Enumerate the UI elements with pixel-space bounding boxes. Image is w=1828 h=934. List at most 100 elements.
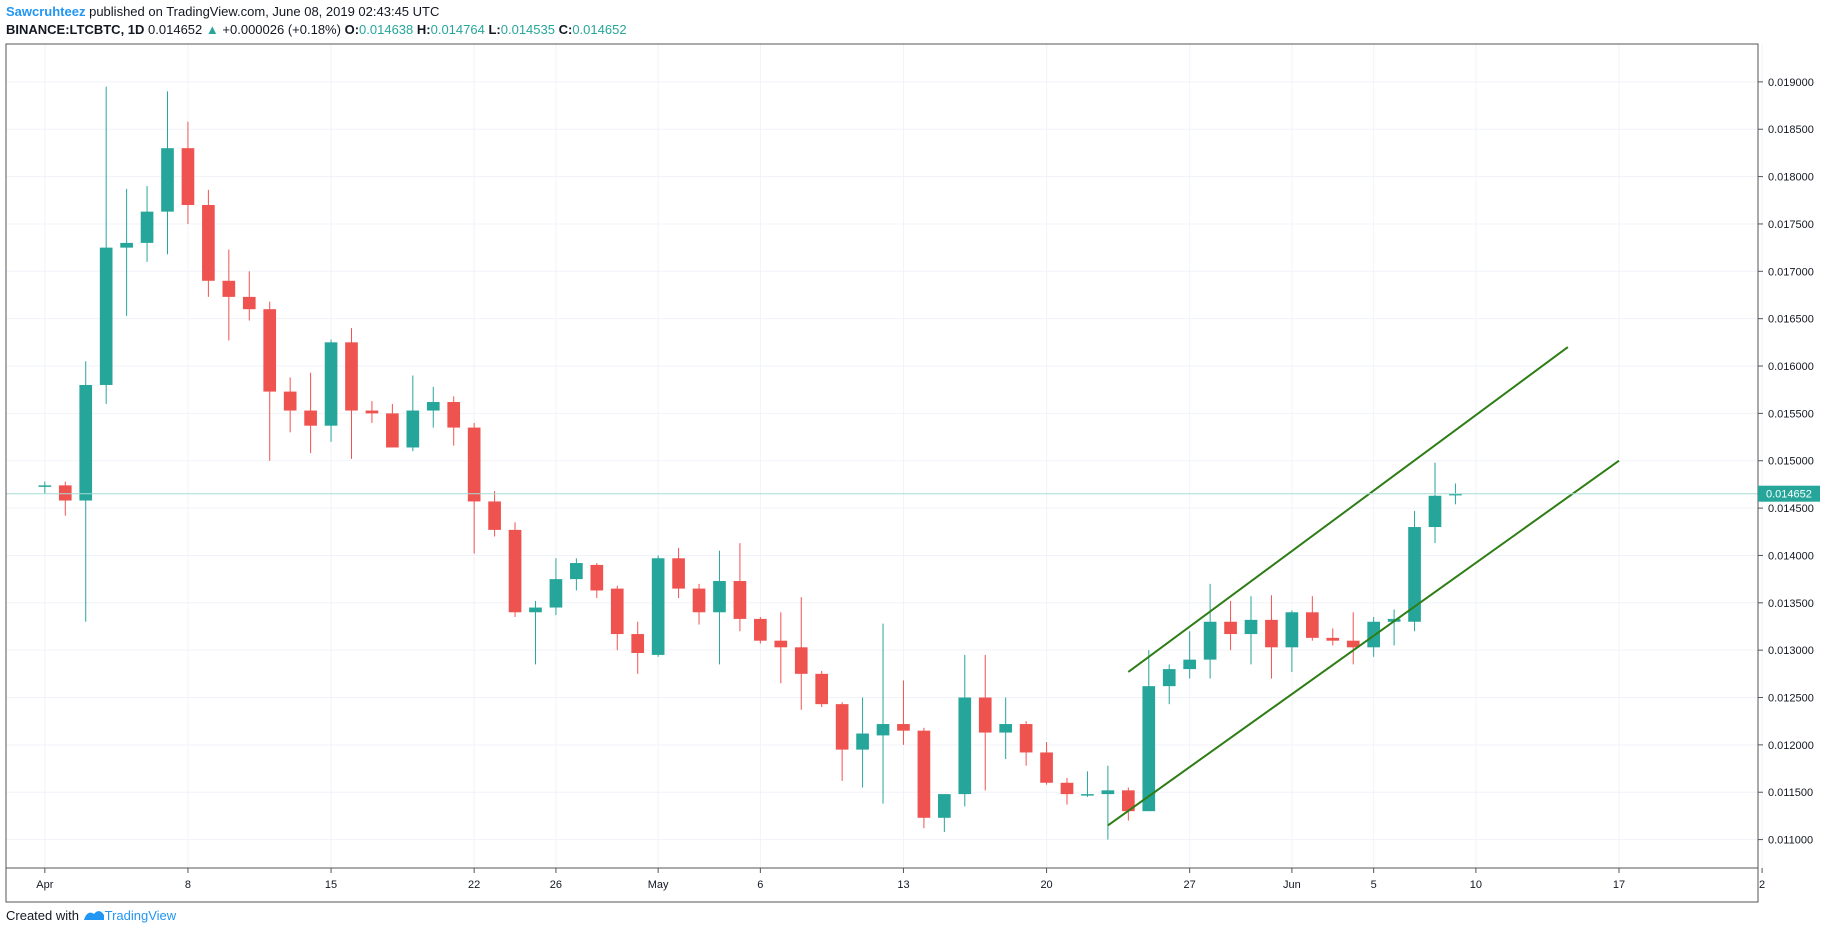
candle-body: [345, 342, 358, 411]
candle-body: [1081, 794, 1094, 796]
candle: [1019, 721, 1033, 766]
candle: [324, 339, 338, 442]
candle: [1305, 596, 1319, 641]
price-tick-label: 0.015500: [1768, 408, 1814, 420]
candle-body: [835, 704, 849, 750]
channel-lower-line: [1107, 459, 1620, 827]
candle-body: [938, 794, 951, 818]
candle: [917, 727, 931, 829]
price-tick-label: 0.018000: [1768, 172, 1814, 184]
candle-body: [161, 148, 174, 212]
candle: [79, 361, 93, 622]
candlestick-series: [38, 86, 1462, 840]
candle: [1162, 664, 1176, 705]
candle: [181, 121, 195, 224]
candle: [386, 403, 399, 448]
price-tick-label: 0.013500: [1768, 598, 1814, 610]
price-tick-label: 0.016500: [1768, 314, 1814, 326]
author-link[interactable]: Sawcruhteez: [6, 4, 86, 19]
price-tick-label: 0.017000: [1768, 266, 1814, 278]
price-tick-label: 0.011000: [1768, 835, 1813, 847]
up-arrow-icon: ▲: [205, 22, 219, 37]
candle: [1122, 787, 1135, 821]
candle: [958, 654, 972, 807]
last-price: 0.014652: [148, 22, 203, 37]
candle-body: [386, 413, 399, 448]
candle-body: [1224, 621, 1237, 635]
candle-body: [38, 485, 52, 487]
candle-body: [488, 501, 501, 530]
candle: [570, 558, 583, 591]
candle: [733, 543, 747, 632]
candle: [999, 697, 1013, 760]
candle: [1346, 612, 1360, 665]
channel-upper-line: [1127, 346, 1569, 673]
candle-body: [754, 618, 767, 641]
candle: [549, 558, 563, 616]
price-tag-bg: [1758, 485, 1820, 502]
candle: [406, 375, 420, 452]
candle-body: [467, 427, 481, 502]
time-tick-label: Jun: [1283, 879, 1301, 891]
candle-body: [1408, 527, 1421, 622]
candle: [1244, 596, 1258, 665]
candle: [1428, 462, 1442, 544]
price-tick-label: 0.013000: [1768, 645, 1814, 657]
time-tick-label: 13: [897, 879, 909, 891]
candle-body: [856, 733, 869, 750]
candle-body: [447, 402, 461, 428]
open-label: O:: [344, 22, 360, 37]
time-tick-label: Apr: [36, 879, 53, 891]
tradingview-logo[interactable]: TradingView: [83, 908, 176, 923]
candle: [38, 481, 52, 494]
candle: [1265, 595, 1278, 679]
candle-body: [1142, 686, 1156, 812]
candle-body: [1305, 612, 1319, 638]
candle: [1081, 771, 1094, 797]
candle-body: [58, 485, 72, 501]
time-axis[interactable]: Apr 8 15 22 26 May 6 13 20 27 Jun 5 10 17 2: [36, 868, 1765, 891]
candle: [1183, 631, 1197, 679]
price-tick-label: 0.015000: [1768, 456, 1814, 468]
candle: [488, 491, 501, 537]
candle-body: [222, 280, 236, 297]
candle-body: [1203, 621, 1217, 660]
candle: [1040, 742, 1053, 785]
candle: [713, 550, 726, 665]
candle: [754, 617, 767, 644]
candle: [610, 585, 624, 651]
candle-body: [610, 588, 624, 635]
candle-body: [713, 581, 726, 613]
candle-body: [1346, 640, 1360, 648]
candle: [140, 186, 154, 262]
candle: [1203, 583, 1217, 679]
candle: [1060, 778, 1074, 805]
time-tick-label: 20: [1040, 879, 1052, 891]
candle-body: [917, 730, 931, 818]
candle-body: [794, 647, 808, 674]
candle-body: [1183, 659, 1197, 670]
price-tick-label: 0.014500: [1768, 503, 1814, 515]
candle-body: [365, 410, 379, 414]
created-with-text: Created with: [6, 908, 79, 923]
candle: [897, 680, 910, 745]
candle-body: [406, 410, 420, 448]
footer: Created with TradingView: [6, 908, 176, 924]
candle-body: [1428, 495, 1442, 528]
candle-body: [1265, 619, 1278, 648]
candle: [202, 189, 215, 297]
candle: [774, 612, 788, 684]
candle: [426, 386, 440, 428]
candle-body: [1326, 637, 1340, 641]
plot-frame: [5, 43, 1759, 903]
candle-body: [1162, 669, 1176, 687]
candle: [58, 481, 72, 516]
price-axis[interactable]: 0.011000 0.011500 0.012000 0.012500 0.013000…: [1758, 77, 1814, 847]
candle: [978, 654, 992, 791]
symbol-label[interactable]: BINANCE:LTCBTC, 1D: [6, 22, 145, 37]
candle: [651, 555, 665, 657]
price-tick-label: 0.012000: [1768, 740, 1814, 752]
candle-body: [774, 640, 788, 648]
channel-lines[interactable]: [1107, 346, 1620, 827]
